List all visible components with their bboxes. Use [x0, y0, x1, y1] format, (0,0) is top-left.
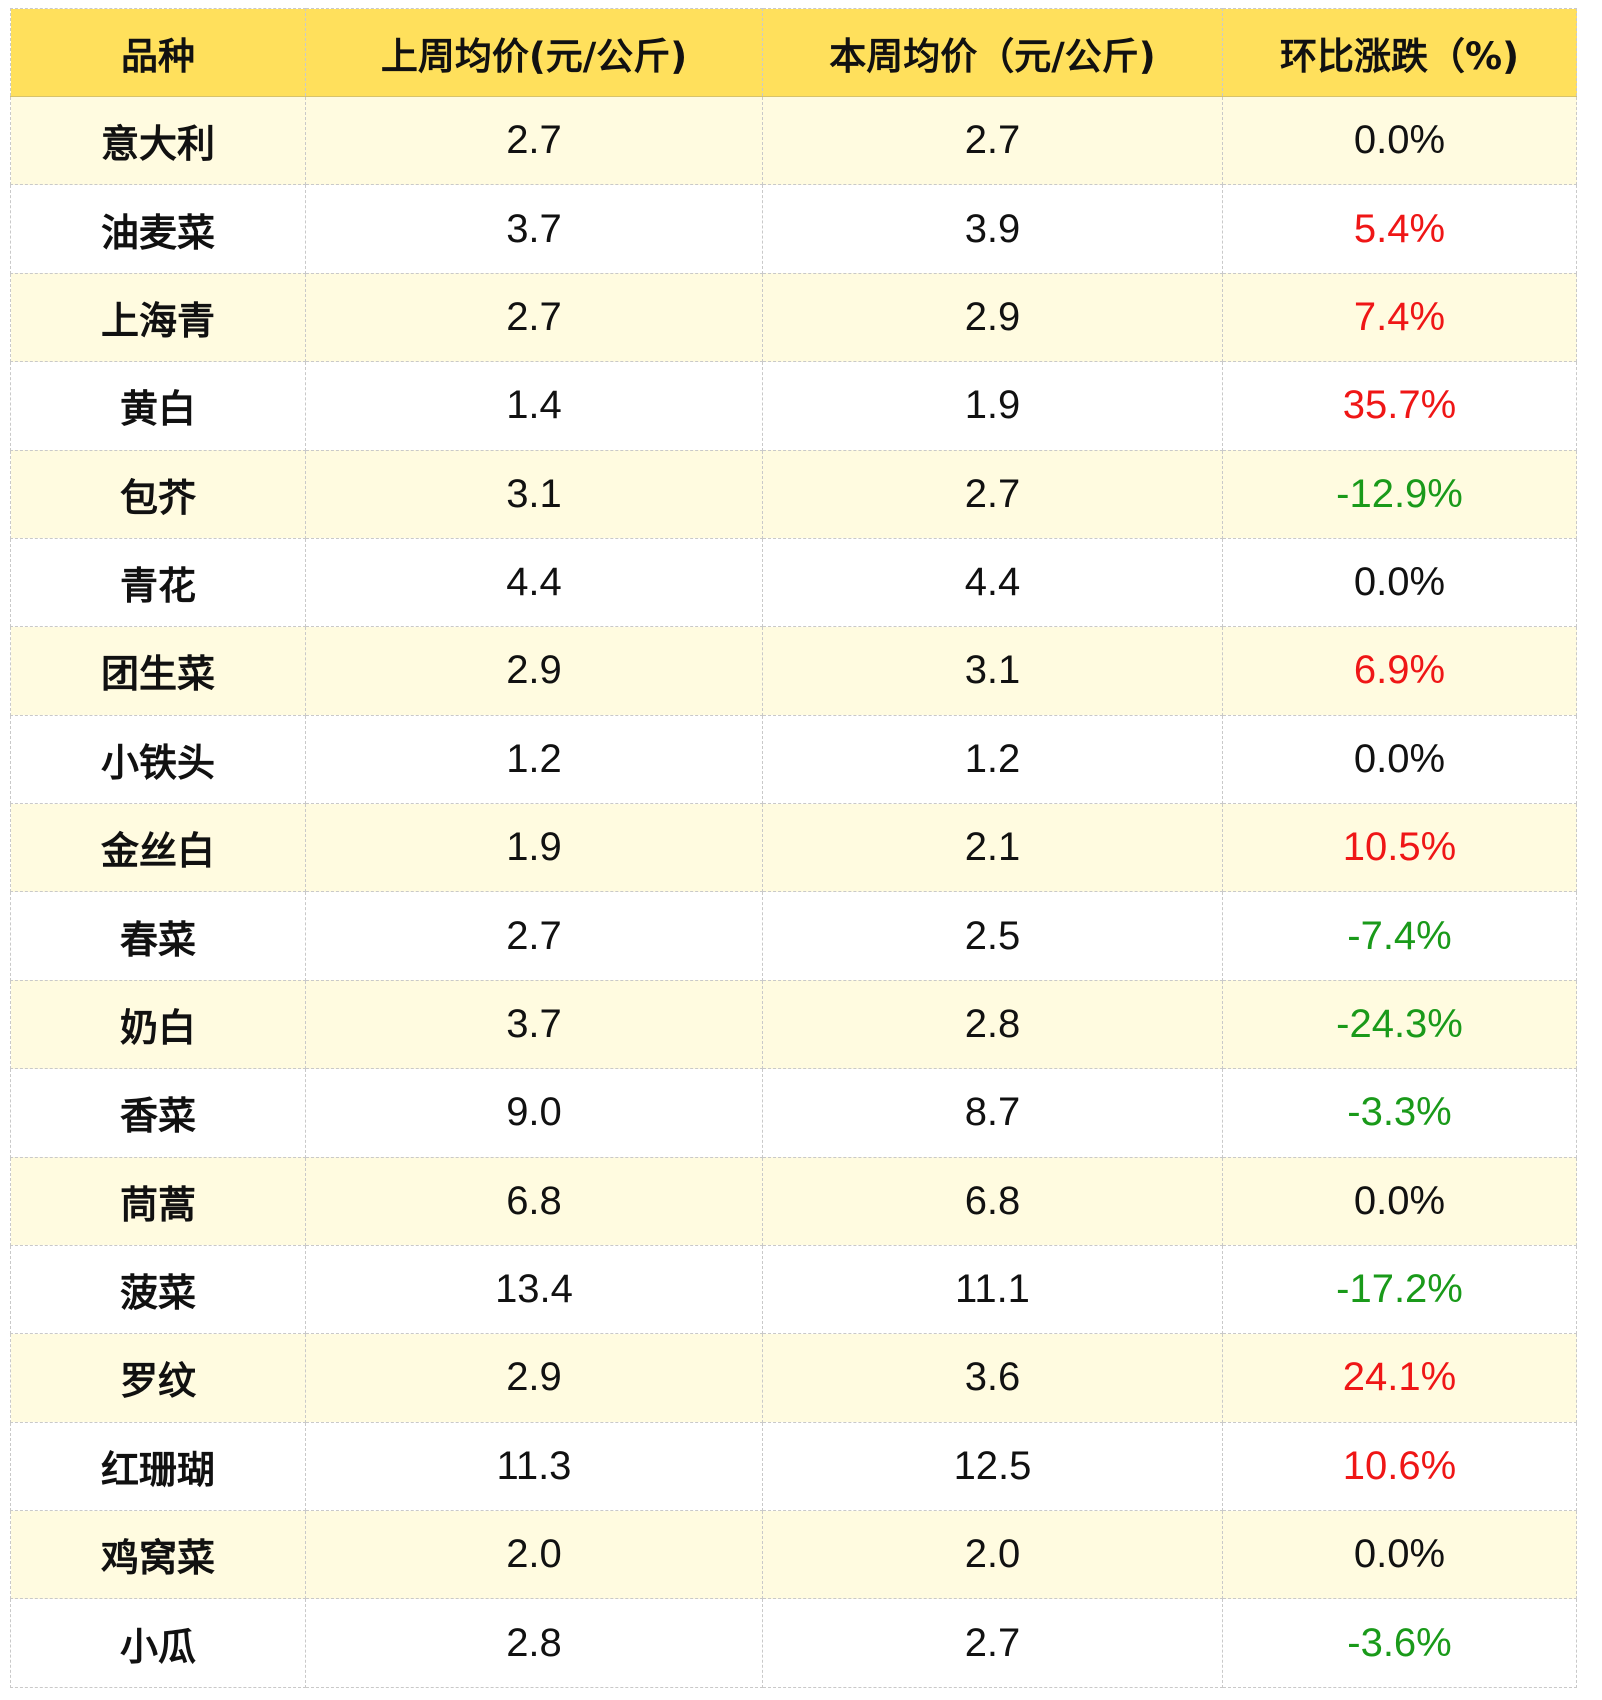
- variety-cell: 菠菜: [10, 1244, 306, 1335]
- table-body: 意大利 2.7 2.7 0.0% 油麦菜 3.7 3.9 5.4% 上海青 2.7 2.9 7.4% 黄…: [10, 95, 1577, 1688]
- table-row: 小铁头 1.2 1.2 0.0%: [10, 714, 1577, 805]
- header-week-change: 环比涨跌（%): [1222, 8, 1577, 97]
- last-week-price-cell: 3.7: [305, 184, 763, 274]
- this-week-price-cell: 2.9: [762, 272, 1223, 363]
- variety-cell: 奶白: [10, 979, 306, 1070]
- table-row: 青花 4.4 4.4 0.0%: [10, 537, 1577, 628]
- last-week-price-cell: 6.8: [305, 1156, 763, 1246]
- change-cell: 0.0%: [1222, 95, 1577, 186]
- this-week-price-cell: 3.9: [762, 184, 1223, 274]
- last-week-price-cell: 1.4: [305, 361, 763, 451]
- variety-cell: 罗纹: [10, 1333, 306, 1423]
- change-cell: 24.1%: [1222, 1333, 1577, 1423]
- table-row: 春菜 2.7 2.5 -7.4%: [10, 891, 1577, 981]
- this-week-price-cell: 2.7: [762, 1598, 1223, 1688]
- last-week-price-cell: 2.7: [305, 272, 763, 363]
- this-week-price-cell: 3.1: [762, 626, 1223, 716]
- header-variety: 品种: [10, 8, 306, 97]
- variety-cell: 青花: [10, 537, 306, 628]
- table-row: 红珊瑚 11.3 12.5 10.6%: [10, 1421, 1577, 1512]
- table-row: 意大利 2.7 2.7 0.0%: [10, 95, 1577, 186]
- table-row: 团生菜 2.9 3.1 6.9%: [10, 626, 1577, 716]
- variety-cell: 小铁头: [10, 714, 306, 805]
- this-week-price-cell: 12.5: [762, 1421, 1223, 1512]
- change-cell: 5.4%: [1222, 184, 1577, 274]
- table-row: 上海青 2.7 2.9 7.4%: [10, 272, 1577, 363]
- this-week-price-cell: 1.9: [762, 361, 1223, 451]
- this-week-price-cell: 2.7: [762, 95, 1223, 186]
- table-row: 黄白 1.4 1.9 35.7%: [10, 361, 1577, 451]
- this-week-price-cell: 2.5: [762, 891, 1223, 981]
- this-week-price-cell: 11.1: [762, 1244, 1223, 1335]
- variety-cell: 茼蒿: [10, 1156, 306, 1246]
- last-week-price-cell: 1.2: [305, 714, 763, 805]
- last-week-price-cell: 2.0: [305, 1509, 763, 1600]
- this-week-price-cell: 4.4: [762, 537, 1223, 628]
- table-row: 罗纹 2.9 3.6 24.1%: [10, 1333, 1577, 1423]
- change-cell: 0.0%: [1222, 537, 1577, 628]
- last-week-price-cell: 2.9: [305, 626, 763, 716]
- header-row: 品种 上周均价(元/公斤) 本周均价（元/公斤) 环比涨跌（%): [10, 8, 1577, 97]
- last-week-price-cell: 2.9: [305, 1333, 763, 1423]
- change-cell: 0.0%: [1222, 714, 1577, 805]
- variety-cell: 小瓜: [10, 1598, 306, 1688]
- change-cell: -7.4%: [1222, 891, 1577, 981]
- last-week-price-cell: 2.7: [305, 95, 763, 186]
- change-cell: 6.9%: [1222, 626, 1577, 716]
- this-week-price-cell: 2.7: [762, 449, 1223, 539]
- variety-cell: 上海青: [10, 272, 306, 363]
- table-row: 金丝白 1.9 2.1 10.5%: [10, 802, 1577, 893]
- this-week-price-cell: 3.6: [762, 1333, 1223, 1423]
- change-cell: -24.3%: [1222, 979, 1577, 1070]
- table-row: 茼蒿 6.8 6.8 0.0%: [10, 1156, 1577, 1246]
- last-week-price-cell: 13.4: [305, 1244, 763, 1335]
- table-row: 香菜 9.0 8.7 -3.3%: [10, 1068, 1577, 1158]
- change-cell: -3.6%: [1222, 1598, 1577, 1688]
- this-week-price-cell: 2.1: [762, 802, 1223, 893]
- this-week-price-cell: 2.0: [762, 1509, 1223, 1600]
- variety-cell: 包芥: [10, 449, 306, 539]
- table-row: 包芥 3.1 2.7 -12.9%: [10, 449, 1577, 539]
- last-week-price-cell: 1.9: [305, 802, 763, 893]
- table-row: 油麦菜 3.7 3.9 5.4%: [10, 184, 1577, 274]
- last-week-price-cell: 9.0: [305, 1068, 763, 1158]
- last-week-price-cell: 3.7: [305, 979, 763, 1070]
- vegetable-price-table: 品种 上周均价(元/公斤) 本周均价（元/公斤) 环比涨跌（%) 意大利 2.7 2…: [10, 8, 1577, 1688]
- change-cell: 7.4%: [1222, 272, 1577, 363]
- this-week-price-cell: 1.2: [762, 714, 1223, 805]
- header-this-week-price: 本周均价（元/公斤): [762, 8, 1223, 97]
- this-week-price-cell: 2.8: [762, 979, 1223, 1070]
- variety-cell: 意大利: [10, 95, 306, 186]
- last-week-price-cell: 2.8: [305, 1598, 763, 1688]
- header-last-week-price: 上周均价(元/公斤): [305, 8, 763, 97]
- change-cell: 10.6%: [1222, 1421, 1577, 1512]
- variety-cell: 红珊瑚: [10, 1421, 306, 1512]
- variety-cell: 金丝白: [10, 802, 306, 893]
- variety-cell: 黄白: [10, 361, 306, 451]
- this-week-price-cell: 8.7: [762, 1068, 1223, 1158]
- table-row: 菠菜 13.4 11.1 -17.2%: [10, 1244, 1577, 1335]
- change-cell: 35.7%: [1222, 361, 1577, 451]
- last-week-price-cell: 3.1: [305, 449, 763, 539]
- variety-cell: 香菜: [10, 1068, 306, 1158]
- table-row: 奶白 3.7 2.8 -24.3%: [10, 979, 1577, 1070]
- this-week-price-cell: 6.8: [762, 1156, 1223, 1246]
- variety-cell: 鸡窝菜: [10, 1509, 306, 1600]
- change-cell: -12.9%: [1222, 449, 1577, 539]
- last-week-price-cell: 11.3: [305, 1421, 763, 1512]
- change-cell: 10.5%: [1222, 802, 1577, 893]
- change-cell: 0.0%: [1222, 1156, 1577, 1246]
- table-row: 鸡窝菜 2.0 2.0 0.0%: [10, 1509, 1577, 1600]
- table-row: 小瓜 2.8 2.7 -3.6%: [10, 1598, 1577, 1688]
- change-cell: -3.3%: [1222, 1068, 1577, 1158]
- change-cell: -17.2%: [1222, 1244, 1577, 1335]
- variety-cell: 油麦菜: [10, 184, 306, 274]
- price-table-container: 品种 上周均价(元/公斤) 本周均价（元/公斤) 环比涨跌（%) 意大利 2.7 2…: [10, 8, 1577, 1688]
- table-header: 品种 上周均价(元/公斤) 本周均价（元/公斤) 环比涨跌（%): [10, 8, 1577, 97]
- last-week-price-cell: 2.7: [305, 891, 763, 981]
- last-week-price-cell: 4.4: [305, 537, 763, 628]
- change-cell: 0.0%: [1222, 1509, 1577, 1600]
- variety-cell: 团生菜: [10, 626, 306, 716]
- variety-cell: 春菜: [10, 891, 306, 981]
